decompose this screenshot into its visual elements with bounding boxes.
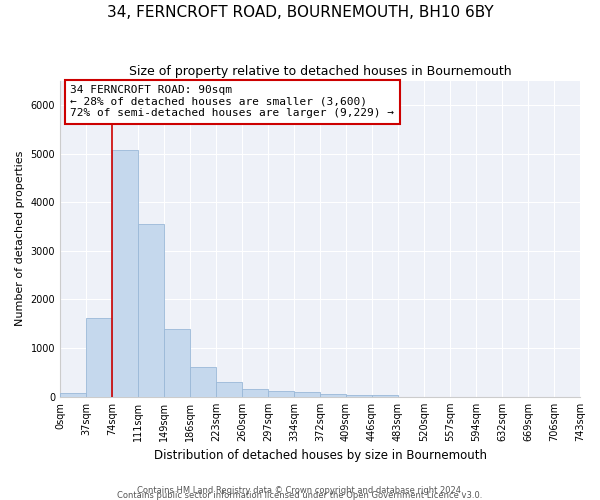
Bar	[60, 393, 86, 397]
Text: 34, FERNCROFT ROAD, BOURNEMOUTH, BH10 6BY: 34, FERNCROFT ROAD, BOURNEMOUTH, BH10 6B…	[107, 5, 493, 20]
Text: Contains HM Land Registry data © Crown copyright and database right 2024.: Contains HM Land Registry data © Crown c…	[137, 486, 463, 495]
Bar	[372, 394, 398, 397]
X-axis label: Distribution of detached houses by size in Bournemouth: Distribution of detached houses by size …	[154, 450, 487, 462]
Bar	[242, 390, 268, 397]
Y-axis label: Number of detached properties: Number of detached properties	[15, 151, 25, 326]
Bar	[268, 390, 294, 397]
Bar	[320, 394, 346, 397]
Text: 34 FERNCROFT ROAD: 90sqm
← 28% of detached houses are smaller (3,600)
72% of sem: 34 FERNCROFT ROAD: 90sqm ← 28% of detach…	[70, 86, 394, 118]
Bar	[216, 382, 242, 397]
Bar	[164, 328, 190, 397]
Title: Size of property relative to detached houses in Bournemouth: Size of property relative to detached ho…	[129, 65, 511, 78]
Bar	[294, 392, 320, 397]
Bar	[346, 394, 372, 397]
Bar	[86, 318, 112, 397]
Text: Contains public sector information licensed under the Open Government Licence v3: Contains public sector information licen…	[118, 491, 482, 500]
Bar	[112, 150, 138, 397]
Bar	[190, 367, 216, 397]
Bar	[138, 224, 164, 397]
